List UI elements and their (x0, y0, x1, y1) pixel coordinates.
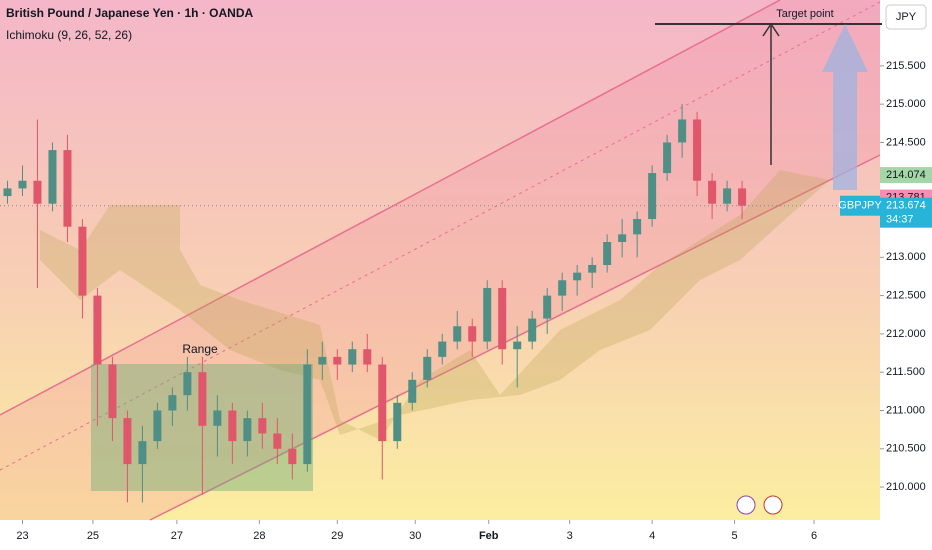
x-tick-label: 27 (171, 530, 183, 542)
candle-body (573, 272, 582, 281)
x-tick-label: 25 (87, 530, 99, 542)
x-tick-label: 30 (409, 530, 421, 542)
symbol-tag (840, 195, 880, 216)
candle-body (183, 372, 192, 396)
event-icon[interactable] (736, 495, 756, 515)
ichimoku-cloud (40, 170, 830, 440)
y-tick-label: 215.000 (886, 98, 926, 110)
candle-body (363, 349, 372, 365)
candle-body (513, 341, 522, 350)
candle-body (303, 364, 312, 465)
candle-body (198, 372, 207, 426)
chart-title: British Pound / Japanese Yen · 1h · OAND… (6, 6, 253, 20)
candle-body (33, 180, 42, 204)
candle-body (333, 356, 342, 365)
candle-body (453, 326, 462, 342)
candle-body (663, 142, 672, 174)
x-tick-label: 5 (732, 530, 738, 542)
big-arrow (822, 24, 868, 190)
plot-background (0, 0, 880, 520)
symbol-label: GBPJPY (838, 200, 882, 212)
candle-body (723, 188, 732, 204)
time-axis (0, 520, 880, 550)
candle-body (48, 150, 57, 204)
price-axis (880, 0, 932, 550)
candle-body (243, 418, 252, 442)
candle-body (78, 226, 87, 296)
candle-body (648, 173, 657, 220)
candle-body (543, 295, 552, 319)
candle-body (168, 395, 177, 411)
candle-body (633, 219, 642, 235)
target-arrowhead (762, 22, 780, 37)
last-price-label: 213.674 (886, 200, 926, 212)
range-label: Range (182, 342, 218, 356)
y-tick-label: 210.500 (886, 443, 926, 455)
candle-body (618, 234, 627, 243)
x-tick-label: 29 (331, 530, 343, 542)
channel-upper (0, 0, 781, 416)
channel-mid (0, 1, 881, 471)
candle-body (138, 441, 147, 465)
candle-body (153, 410, 162, 442)
candle-body (258, 418, 267, 434)
candle-body (393, 402, 402, 442)
x-tick-label: 4 (649, 530, 655, 542)
candle-body (588, 264, 597, 273)
y-tick-label: 210.000 (886, 481, 926, 493)
target-label: Target point (776, 8, 833, 20)
y-tick-label: 215.500 (886, 60, 926, 72)
indicator-label: Ichimoku (9, 26, 52, 26) (6, 28, 132, 42)
y-tick-label: 214.500 (886, 136, 926, 148)
x-tick-label: 3 (567, 530, 573, 542)
candle-body (528, 318, 537, 342)
candle-body (18, 180, 27, 189)
candle-body (603, 242, 612, 265)
candle-body (678, 119, 687, 143)
candle-body (93, 295, 102, 365)
candle-body (693, 119, 702, 181)
price-tag-label: 214.074 (886, 169, 926, 181)
candle-body (558, 280, 567, 296)
flag-icon[interactable] (763, 495, 783, 515)
x-tick-label: 23 (16, 530, 28, 542)
candle-body (438, 341, 447, 357)
y-tick-label: 211.000 (886, 404, 925, 416)
y-tick-label: 211.500 (886, 366, 925, 378)
currency-label: JPY (896, 11, 917, 23)
candle-body (348, 349, 357, 365)
countdown-label: 34:37 (886, 214, 914, 226)
candle-body (708, 180, 717, 204)
currency-button[interactable] (885, 4, 927, 30)
candle-body (378, 364, 387, 442)
candle-body (318, 356, 327, 365)
candle-body (483, 287, 492, 342)
candle-body (63, 150, 72, 227)
candle-body (423, 356, 432, 380)
x-tick-label: Feb (479, 530, 499, 542)
y-tick-label: 213.000 (886, 251, 926, 263)
candle-body (468, 326, 477, 342)
x-tick-label: 28 (253, 530, 265, 542)
price-tag (880, 167, 932, 184)
last-price-tag (880, 197, 932, 228)
candle-body (273, 433, 282, 449)
candle-body (498, 287, 507, 350)
candle-body (108, 364, 117, 419)
candle-body (408, 379, 417, 403)
x-tick-label: 6 (811, 530, 817, 542)
candle-body (123, 418, 132, 465)
y-tick-label: 212.000 (886, 328, 926, 340)
candle-body (3, 188, 12, 197)
channel (0, 0, 880, 520)
candle-body (288, 448, 297, 465)
candle-body (213, 410, 222, 426)
channel-lower (149, 154, 881, 521)
y-tick-label: 212.500 (886, 290, 926, 302)
candle-body (738, 188, 747, 206)
candle-body (228, 410, 237, 442)
